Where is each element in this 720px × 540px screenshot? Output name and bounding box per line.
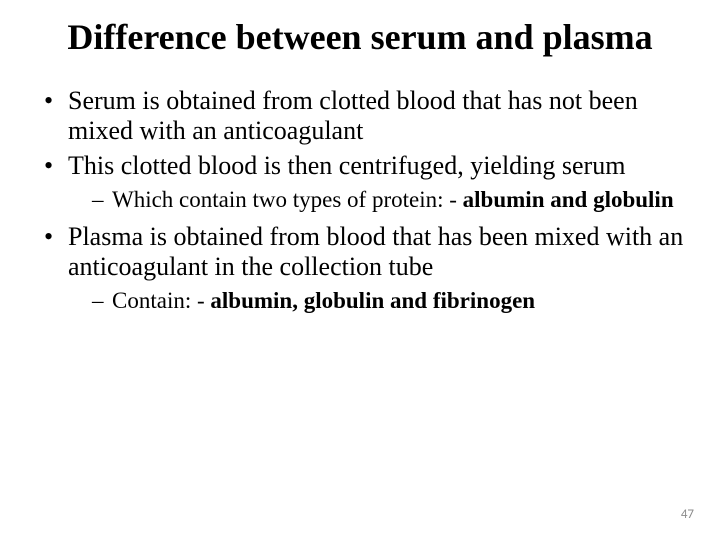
sub-bullet-prefix: Contain: - xyxy=(112,288,210,313)
bullet-item: Plasma is obtained from blood that has b… xyxy=(44,222,692,315)
sub-bullet-bold: albumin, globulin and fibrinogen xyxy=(210,288,535,313)
bullet-text: Plasma is obtained from blood that has b… xyxy=(68,222,683,282)
bullet-item: This clotted blood is then centrifuged, … xyxy=(44,151,692,214)
sub-bullet-bold: albumin and globulin xyxy=(463,187,674,212)
bullet-text: Serum is obtained from clotted blood tha… xyxy=(68,86,638,146)
sub-bullet-list: Which contain two types of protein: - al… xyxy=(68,186,692,214)
slide: Difference between serum and plasma Seru… xyxy=(0,0,720,540)
sub-bullet-item: Which contain two types of protein: - al… xyxy=(92,186,692,214)
sub-bullet-list: Contain: - albumin, globulin and fibrino… xyxy=(68,287,692,315)
sub-bullet-prefix: Which contain two types of protein: - xyxy=(112,187,463,212)
bullet-item: Serum is obtained from clotted blood tha… xyxy=(44,86,692,147)
page-number: 47 xyxy=(681,507,694,522)
bullet-text: This clotted blood is then centrifuged, … xyxy=(68,151,625,180)
sub-bullet-item: Contain: - albumin, globulin and fibrino… xyxy=(92,287,692,315)
bullet-list: Serum is obtained from clotted blood tha… xyxy=(28,86,692,315)
slide-title: Difference between serum and plasma xyxy=(60,18,660,58)
